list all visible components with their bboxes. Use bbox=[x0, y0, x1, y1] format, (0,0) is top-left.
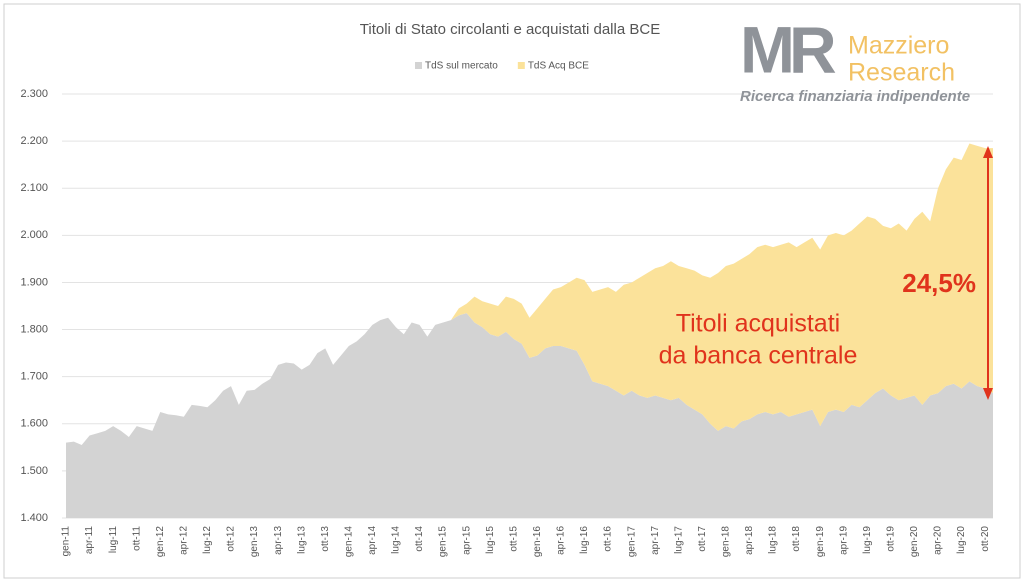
legend-label: TdS sul mercato bbox=[425, 61, 498, 72]
x-tick-label: apr-17 bbox=[650, 526, 661, 555]
logo-mark: MR bbox=[740, 12, 836, 86]
x-tick-label: apr-19 bbox=[838, 526, 849, 555]
x-tick-label: gen-12 bbox=[155, 526, 166, 558]
y-tick-label: 2.200 bbox=[20, 135, 48, 147]
x-tick-label: lug-19 bbox=[862, 526, 873, 554]
logo-tagline: Ricerca finanziaria indipendente bbox=[740, 88, 970, 105]
area bbox=[66, 313, 993, 518]
x-tick-label: apr-14 bbox=[367, 526, 378, 555]
legend: TdS sul mercato TdS Acq BCE bbox=[415, 61, 589, 72]
x-tick-label: gen-20 bbox=[909, 526, 920, 558]
x-tick-label: lug-16 bbox=[579, 526, 590, 554]
x-tick-label: gen-14 bbox=[343, 526, 354, 558]
logo-line1: Mazziero bbox=[848, 32, 949, 60]
arrow-head bbox=[983, 146, 993, 158]
x-tick-label: ott-12 bbox=[226, 526, 237, 552]
logo: MR Mazziero Research Ricerca finanziaria… bbox=[740, 12, 970, 105]
y-tick-label: 2.300 bbox=[20, 88, 48, 100]
x-tick-label: gen-19 bbox=[815, 526, 826, 558]
x-tick-label: apr-20 bbox=[933, 526, 944, 555]
logo-line2: Research bbox=[848, 59, 955, 87]
y-tick-label: 1.700 bbox=[20, 371, 48, 383]
x-tick-label: lug-11 bbox=[108, 526, 119, 553]
x-tick-label: lug-20 bbox=[956, 526, 967, 554]
x-tick-label: gen-18 bbox=[721, 526, 732, 558]
x-tick-label: lug-14 bbox=[391, 526, 402, 554]
x-tick-label: apr-13 bbox=[273, 526, 284, 555]
x-tick-label: ott-11 bbox=[131, 526, 142, 551]
x-tick-label: lug-18 bbox=[768, 526, 779, 554]
x-tick-label: apr-16 bbox=[556, 526, 567, 555]
y-tick-label: 2.000 bbox=[20, 229, 48, 241]
x-tick-label: apr-11 bbox=[84, 526, 95, 555]
y-tick-label: 1.800 bbox=[20, 323, 48, 335]
y-tick-label: 2.100 bbox=[20, 182, 48, 194]
x-tick-label: gen-13 bbox=[249, 526, 260, 558]
x-tick-label: ott-13 bbox=[320, 526, 331, 552]
y-tick-label: 1.900 bbox=[20, 276, 48, 288]
annotation-percent: 24,5% bbox=[902, 268, 976, 298]
y-tick-label: 1.600 bbox=[20, 418, 48, 430]
x-tick-label: lug-17 bbox=[673, 526, 684, 554]
y-tick-label: 1.500 bbox=[20, 465, 48, 477]
y-tick-label: 1.400 bbox=[20, 512, 48, 524]
arrow-head bbox=[983, 388, 993, 400]
x-tick-label: gen-16 bbox=[532, 526, 543, 558]
x-tick-label: lug-12 bbox=[202, 526, 213, 554]
x-tick-label: ott-19 bbox=[886, 526, 897, 552]
x-tick-label: apr-18 bbox=[744, 526, 755, 555]
x-tick-label: apr-15 bbox=[461, 526, 472, 555]
x-tick-label: ott-20 bbox=[980, 526, 991, 552]
annotation-text: da banca centrale bbox=[659, 342, 858, 370]
x-tick-label: ott-18 bbox=[791, 526, 802, 552]
x-tick-label: ott-14 bbox=[414, 526, 425, 552]
legend-swatch bbox=[415, 62, 422, 69]
x-tick-label: ott-17 bbox=[697, 526, 708, 552]
x-tick-label: gen-11 bbox=[61, 526, 72, 557]
chart-title: Titoli di Stato circolanti e acquistati … bbox=[360, 21, 660, 38]
x-tick-label: apr-12 bbox=[178, 526, 189, 555]
annotation-text: Titoli acquistati bbox=[676, 310, 840, 338]
x-tick-label: lug-13 bbox=[296, 526, 307, 554]
legend-swatch bbox=[517, 62, 525, 69]
x-tick-label: lug-15 bbox=[485, 526, 496, 554]
area bbox=[66, 143, 993, 445]
legend-label: TdS Acq BCE bbox=[528, 61, 589, 72]
x-tick-label: ott-16 bbox=[603, 526, 614, 552]
x-tick-label: gen-15 bbox=[438, 526, 449, 558]
x-tick-label: gen-17 bbox=[626, 526, 637, 558]
x-tick-label: ott-15 bbox=[508, 526, 519, 552]
plot: 1.400 1.500 1.600 1.700 1.800 1.900 2.000 2.100… bbox=[20, 88, 993, 557]
